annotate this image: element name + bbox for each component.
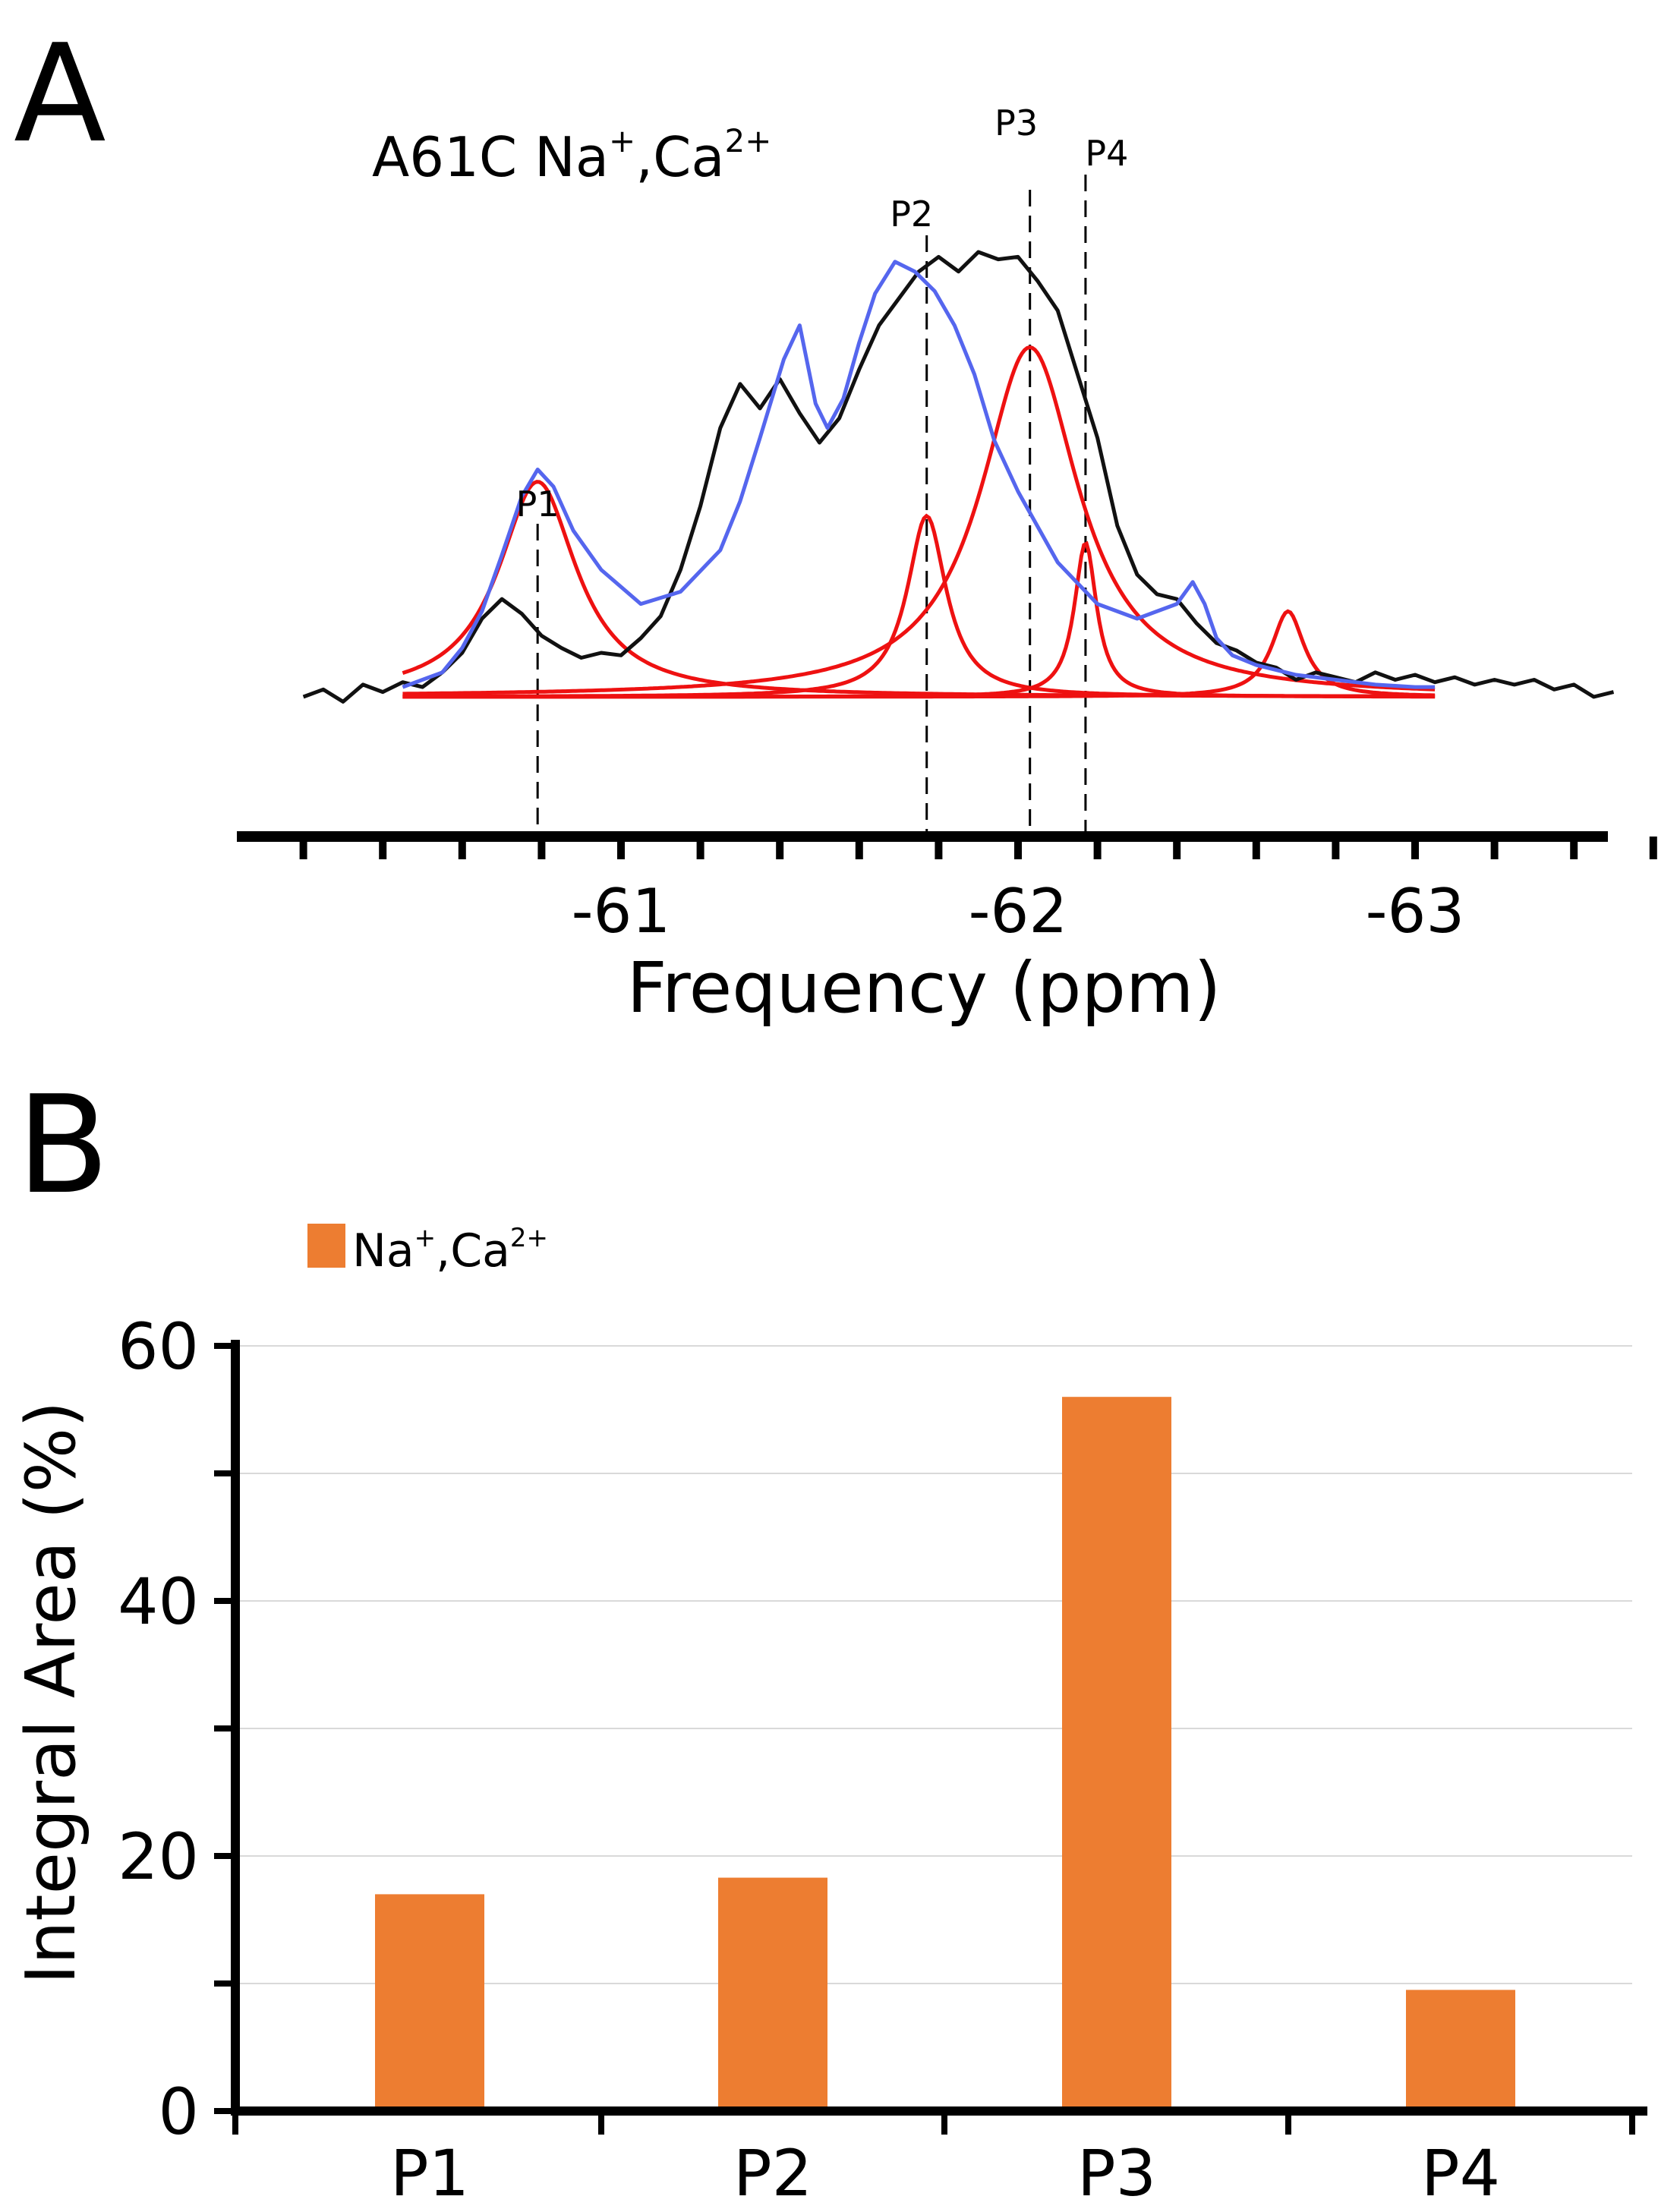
fit-component-p3-line [402, 345, 1436, 696]
fit-component-minor-line [402, 609, 1436, 699]
legend-swatch [307, 1224, 345, 1268]
gridlines [240, 1345, 1632, 1984]
category-label-p3: P3 [1077, 2136, 1156, 2210]
x-tick-label: -62 [969, 876, 1068, 947]
peak-label-p4: P4 [1085, 133, 1128, 174]
category-label-p4: P4 [1421, 2136, 1500, 2210]
bar-p1 [375, 1894, 484, 2111]
y-tick-label: 20 [118, 1820, 199, 1894]
panel-b-letter: B [17, 1067, 109, 1224]
panel-a: A A61C Na+,Ca2+ P1 P2 P3 P4 -61 -62 -63 Frequ… [14, 15, 1657, 1029]
peak-labels: P1 P2 P3 P4 [516, 102, 1129, 525]
bar-p2 [718, 1877, 827, 2111]
x-axis-ticks: -61 -62 -63 [299, 837, 1657, 947]
legend-label: Na+,Ca2+ [352, 1223, 548, 1278]
y-axis-ticks: 0 20 40 60 [118, 1309, 235, 2149]
x-axis-ticks-b: P1 P2 P3 P4 [232, 2111, 1635, 2210]
fit-components [402, 345, 1436, 699]
legend: Na+,Ca2+ [307, 1223, 548, 1278]
guide-lines [536, 175, 1087, 833]
y-tick-label: 40 [118, 1564, 199, 1639]
panel-b: B Na+,Ca2+ 0 20 40 60 P1 P2 P3 P4 Integral Are… [11, 1067, 1647, 2210]
peak-label-p3: P3 [994, 102, 1038, 143]
experimental-spectrum-line [302, 250, 1615, 704]
y-tick-label: 0 [159, 2075, 199, 2149]
category-label-p1: P1 [390, 2136, 469, 2210]
peak-label-p1: P1 [516, 484, 559, 525]
bar-p4 [1406, 1990, 1515, 2111]
sample-label: A61C Na+,Ca2+ [372, 122, 771, 189]
x-axis-label: Frequency (ppm) [627, 947, 1221, 1029]
category-label-p2: P2 [733, 2136, 812, 2210]
bars [375, 1397, 1515, 2111]
x-tick-label: -63 [1366, 876, 1465, 947]
y-axis-label: Integral Area (%) [11, 1401, 91, 1985]
bar-p3 [1062, 1397, 1171, 2111]
x-tick-label: -61 [572, 876, 671, 947]
y-tick-label: 60 [118, 1309, 199, 1384]
fit-sum-line [402, 260, 1436, 689]
peak-label-p2: P2 [890, 194, 933, 235]
panel-a-letter: A [14, 15, 106, 172]
